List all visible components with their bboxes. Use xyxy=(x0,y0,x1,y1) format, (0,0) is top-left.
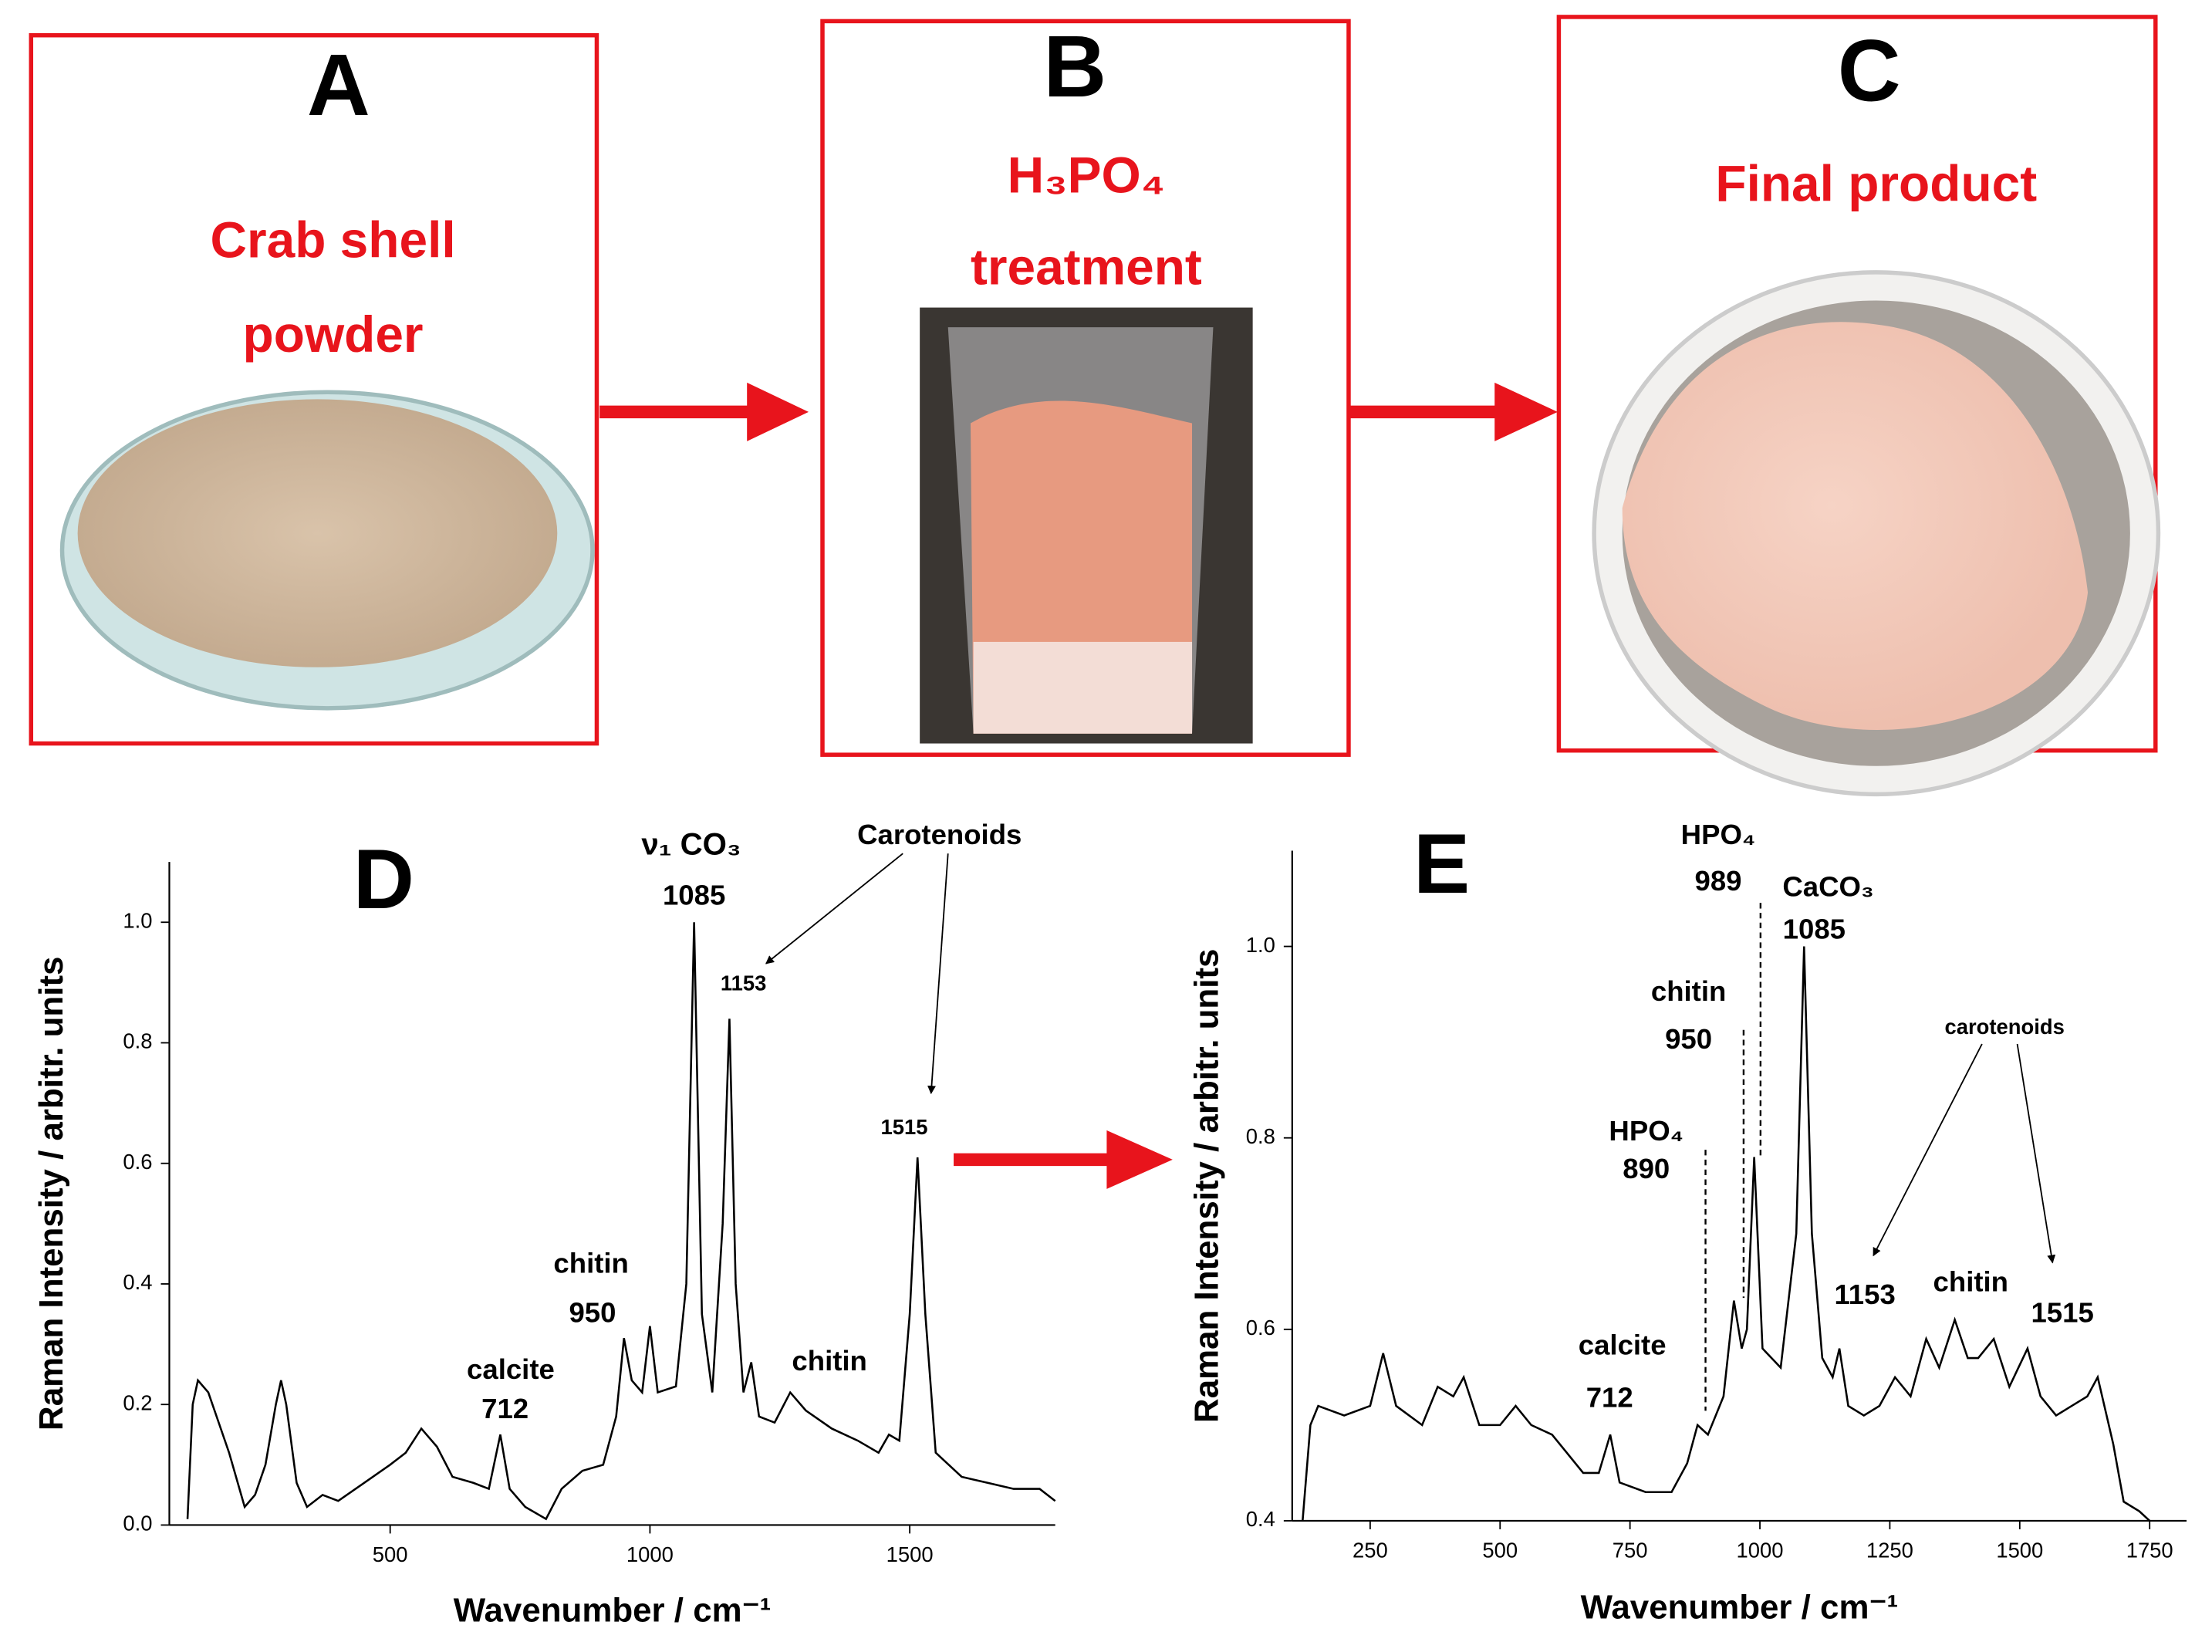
x-tick-label: 250 xyxy=(1353,1538,1388,1562)
panel-letter: B xyxy=(1043,18,1106,116)
annotation: 989 xyxy=(1695,865,1742,897)
powder xyxy=(77,399,558,667)
x-axis-title: Wavenumber / cm⁻¹ xyxy=(454,1591,772,1629)
annotation: 1153 xyxy=(721,971,766,995)
y-axis-title: Raman Intensity / arbitr. units xyxy=(32,957,70,1431)
y-tick-label: 0.2 xyxy=(123,1390,152,1414)
x-axis-title: Wavenumber / cm⁻¹ xyxy=(1581,1589,1899,1627)
x-tick-label: 1500 xyxy=(886,1542,934,1566)
dashes xyxy=(1704,903,1762,1411)
x-tick-label: 1000 xyxy=(626,1542,674,1566)
annotation: 950 xyxy=(1665,1023,1712,1055)
panel-title: Final product xyxy=(1715,155,2037,212)
panel-frame xyxy=(29,32,599,746)
panel-letter: E xyxy=(1413,817,1470,911)
panel-letter: C xyxy=(1838,22,1901,120)
x-tick-label: 1750 xyxy=(2126,1538,2173,1562)
panel-a xyxy=(29,32,599,746)
annotation: Carotenoids xyxy=(857,819,1022,850)
annotation: 1515 xyxy=(2031,1297,2093,1329)
arrow-head xyxy=(1106,1130,1173,1189)
spectrum xyxy=(186,922,1056,1521)
y-tick-label: 0.8 xyxy=(1246,1124,1275,1148)
y-tick-label: 0.8 xyxy=(123,1029,152,1053)
foam xyxy=(973,641,1193,734)
y-tick-label: 0.4 xyxy=(123,1270,152,1294)
annotation: chitin xyxy=(553,1248,628,1279)
annotation: 1085 xyxy=(663,879,725,910)
annotation: 712 xyxy=(481,1393,529,1424)
panel-frame xyxy=(820,19,1351,757)
y-tick-label: 0.4 xyxy=(1246,1507,1275,1531)
pointer xyxy=(765,853,903,965)
panel-title: H₃PO₄ xyxy=(1008,147,1165,204)
annotation: CaCO₃ xyxy=(1782,871,1873,903)
annotation: chitin xyxy=(1651,975,1726,1007)
arrow-head xyxy=(1494,382,1558,441)
pointer xyxy=(2016,1043,2056,1264)
panel-b xyxy=(820,19,1351,757)
annotation: 950 xyxy=(569,1297,616,1329)
annotation: chitin xyxy=(1933,1265,2008,1297)
panel-title: treatment xyxy=(971,238,1202,295)
panel-letter: A xyxy=(307,36,370,134)
y-tick-label: 1.0 xyxy=(123,908,152,932)
y-tick-label: 1.0 xyxy=(1246,933,1275,957)
annotation: calcite xyxy=(1579,1329,1667,1361)
annotation: chitin xyxy=(792,1345,866,1377)
panel-title: powder xyxy=(243,306,424,363)
pointer xyxy=(1873,1043,1983,1257)
powder xyxy=(1622,322,2089,730)
panel-c xyxy=(1556,15,2161,797)
annotation: calcite xyxy=(467,1353,555,1385)
annotation: ν₁ CO₃ xyxy=(641,827,741,862)
y-axis-title: Raman Intensity / arbitr. units xyxy=(1188,949,1226,1423)
arrow-head xyxy=(747,382,809,441)
panel-title: Crab shell xyxy=(210,211,455,269)
spectrum xyxy=(1302,946,2151,1522)
annotation: 712 xyxy=(1586,1381,1633,1413)
x-tick-label: 500 xyxy=(373,1542,408,1566)
annotation: carotenoids xyxy=(1944,1015,2064,1039)
x-tick-label: 1000 xyxy=(1737,1538,1784,1562)
annotation: 1515 xyxy=(881,1115,928,1139)
y-tick-label: 0.6 xyxy=(123,1150,152,1174)
annotation: 890 xyxy=(1623,1153,1670,1184)
y-tick-label: 0.6 xyxy=(1246,1316,1275,1340)
y-tick-label: 0.0 xyxy=(123,1512,152,1535)
pointer-arrows xyxy=(765,853,2056,1264)
x-tick-label: 1500 xyxy=(1996,1538,2043,1562)
x-tick-label: 750 xyxy=(1613,1538,1648,1562)
pointer xyxy=(927,853,949,1095)
annotation: 1085 xyxy=(1783,913,1846,944)
x-tick-label: 1250 xyxy=(1866,1538,1913,1562)
annotation: HPO₄ xyxy=(1609,1115,1683,1147)
annotation: HPO₄ xyxy=(1681,819,1756,850)
annotation: 1153 xyxy=(1835,1279,1896,1310)
x-tick-label: 500 xyxy=(1482,1538,1518,1562)
arrows xyxy=(599,382,1558,1189)
panel-letter: D xyxy=(353,833,414,927)
